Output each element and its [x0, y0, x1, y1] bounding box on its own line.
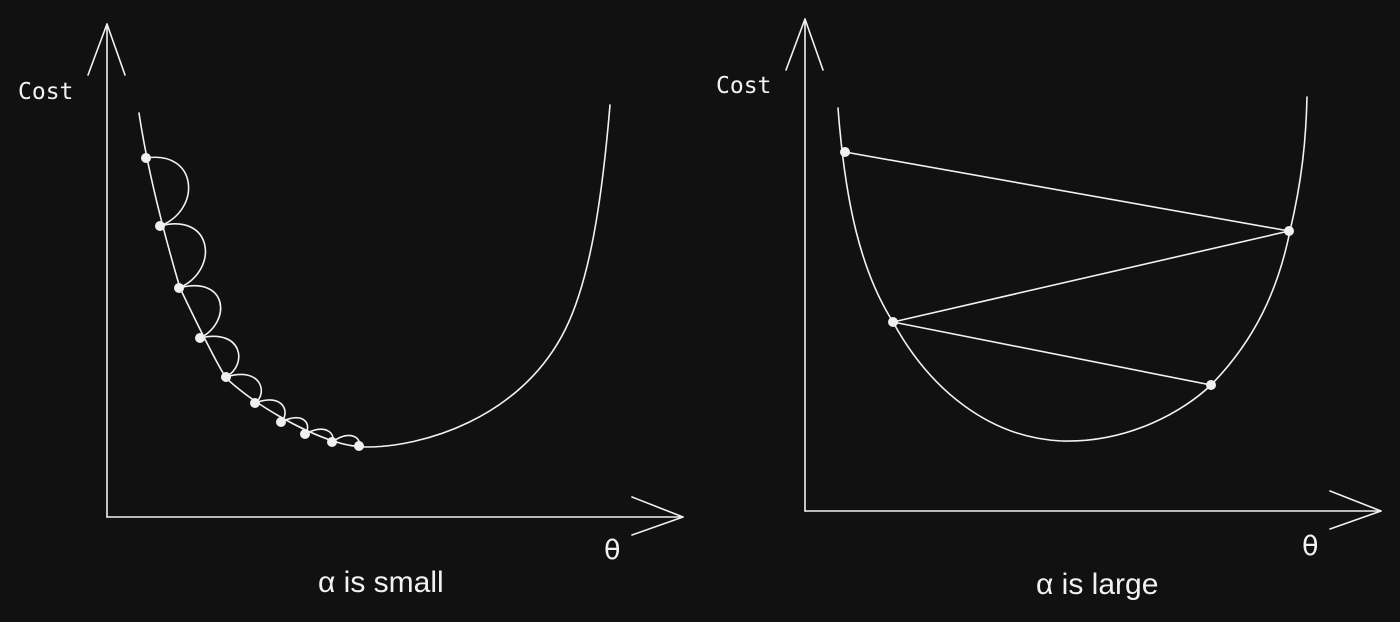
step-point [888, 317, 898, 327]
right-y-arrowhead [785, 18, 824, 71]
step-point [195, 333, 205, 343]
step-point [300, 429, 310, 439]
jump-line [892, 230, 1290, 323]
jump-line [844, 151, 1290, 232]
right-y-axis-label: Cost [716, 73, 771, 99]
step-point [327, 437, 337, 447]
step-arc [178, 285, 222, 339]
step-point [1206, 380, 1216, 390]
step-point [1284, 226, 1294, 236]
panel-small-alpha: Cost θ α is small [18, 23, 684, 599]
left-y-arrowhead [87, 23, 126, 76]
left-step-points [141, 153, 364, 451]
step-point [840, 147, 850, 157]
step-point [221, 372, 231, 382]
right-x-axis-label: θ [1302, 531, 1319, 562]
panel-large-alpha: Cost θ α is large [716, 18, 1382, 601]
step-point [141, 153, 151, 163]
step-point [250, 398, 260, 408]
left-caption: α is small [318, 566, 444, 599]
step-arc [159, 223, 207, 289]
right-large-jumps [844, 151, 1290, 386]
left-x-arrowhead [631, 496, 684, 536]
right-step-points [840, 147, 1294, 390]
right-caption: α is large [1036, 568, 1158, 601]
left-y-axis-label: Cost [18, 79, 73, 105]
right-axes [785, 18, 1382, 530]
jump-line [892, 321, 1212, 386]
right-cost-curve [837, 96, 1308, 442]
step-point [155, 221, 165, 231]
left-x-axis-label: θ [604, 535, 621, 566]
step-point [354, 441, 364, 451]
step-arc [145, 156, 190, 227]
step-point [276, 417, 286, 427]
left-cost-curve [138, 104, 611, 448]
step-arc [199, 335, 240, 378]
left-axes [87, 23, 684, 536]
step-point [174, 283, 184, 293]
right-x-arrowhead [1329, 490, 1382, 530]
